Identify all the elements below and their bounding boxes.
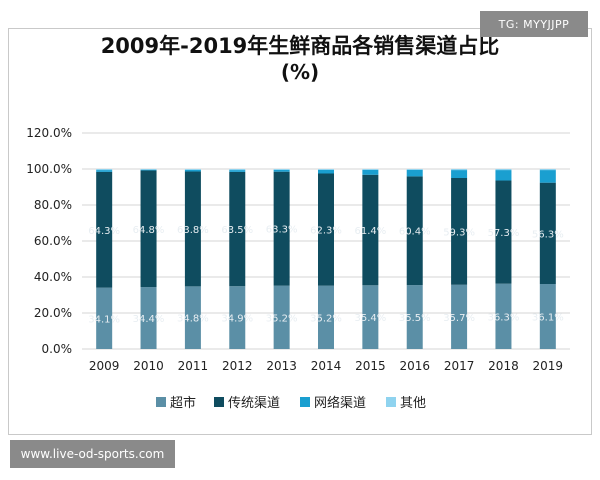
bar-segment-4 [362, 169, 379, 170]
bar-segment-4 [495, 169, 512, 171]
bar-segment-1 [451, 284, 468, 349]
bar-segment-3 [229, 170, 246, 172]
bar-segment-3 [140, 169, 157, 171]
legend-swatch [300, 397, 310, 407]
bar-segment-3 [451, 170, 468, 178]
bar-segment-2 [273, 171, 290, 286]
chart-subtitle: (%) [280, 60, 320, 84]
bar-segment-2 [96, 171, 113, 288]
bar-segment-3 [184, 169, 201, 172]
chart-title: 2009年-2019年生鲜商品各销售渠道占比 [100, 34, 500, 58]
data-label: 63.8% [177, 225, 209, 236]
bar-segment-4 [229, 169, 246, 171]
data-label: 36.1% [532, 313, 564, 324]
y-tick-label: 120.0% [26, 126, 72, 140]
data-label: 36.3% [488, 312, 520, 323]
data-label: 35.5% [399, 313, 431, 324]
legend-label: 网络渠道 [314, 395, 366, 411]
x-tick-label: 2016 [399, 359, 430, 373]
data-label: 35.2% [310, 313, 342, 324]
bar-segment-4 [184, 169, 201, 170]
data-label: 64.3% [88, 226, 120, 237]
bar-segment-3 [362, 169, 379, 175]
y-tick-label: 40.0% [34, 270, 72, 284]
data-label: 34.9% [221, 314, 253, 325]
bar-segment-2 [318, 173, 334, 286]
data-label: 35.2% [266, 313, 298, 324]
x-tick-label: 2019 [533, 359, 564, 373]
bar-segment-4 [318, 169, 334, 170]
legend-swatch [386, 397, 396, 407]
x-tick-label: 2009 [89, 359, 120, 373]
bar-segment-2 [229, 171, 246, 287]
y-tick-label: 60.0% [34, 234, 72, 248]
bar-segment-3 [495, 170, 512, 181]
data-label: 59.3% [443, 227, 475, 238]
data-label: 63.3% [266, 225, 298, 236]
bar-segment-2 [362, 174, 379, 286]
y-tick-label: 80.0% [34, 198, 72, 212]
bar-segment-2 [184, 171, 201, 287]
x-tick-label: 2011 [178, 359, 209, 373]
bar-segment-2 [140, 170, 157, 288]
data-label: 63.5% [221, 225, 253, 236]
bar-segment-4 [451, 169, 468, 171]
bar-segment-1 [96, 287, 113, 349]
bar-segment-1 [362, 285, 379, 349]
bar-segment-2 [495, 180, 512, 284]
bar-segment-1 [229, 286, 246, 349]
watermark-top: TG: MYYJJPP [480, 11, 588, 37]
data-label: 56.3% [532, 229, 564, 240]
bar-segment-2 [539, 182, 556, 285]
bar-segment-1 [539, 284, 556, 349]
bar-segment-2 [406, 176, 423, 286]
data-label: 35.7% [443, 313, 475, 324]
bar-segment-1 [495, 283, 512, 349]
data-label: 57.3% [488, 228, 520, 239]
y-tick-label: 0.0% [42, 342, 73, 356]
y-tick-label: 20.0% [34, 306, 72, 320]
bar-segment-3 [406, 169, 423, 177]
data-label: 34.4% [133, 314, 165, 325]
x-tick-label: 2017 [444, 359, 475, 373]
bar-segment-4 [273, 169, 290, 170]
bar-segment-2 [451, 178, 468, 285]
bar-segment-3 [96, 170, 113, 172]
legend-swatch [214, 397, 224, 407]
x-tick-label: 2010 [133, 359, 164, 373]
bar-segment-1 [406, 285, 423, 349]
bar-segment-3 [539, 170, 556, 183]
x-tick-label: 2012 [222, 359, 253, 373]
bar-segment-3 [273, 169, 290, 172]
bar-segment-1 [140, 287, 157, 349]
bar-segment-1 [273, 285, 290, 349]
data-label: 60.4% [399, 227, 431, 238]
legend-label: 超市 [170, 395, 196, 411]
data-label: 64.8% [133, 225, 165, 236]
data-label: 62.3% [310, 226, 342, 237]
data-label: 34.1% [88, 314, 120, 325]
bar-segment-1 [318, 285, 334, 349]
y-tick-label: 100.0% [26, 162, 72, 176]
watermark-bottom: www.live-od-sports.com [10, 440, 175, 468]
x-tick-label: 2013 [266, 359, 297, 373]
legend-swatch [156, 397, 166, 407]
bar-segment-1 [184, 286, 201, 349]
x-tick-label: 2018 [488, 359, 519, 373]
data-label: 35.4% [354, 313, 386, 324]
bar-segment-4 [406, 169, 423, 170]
x-tick-label: 2015 [355, 359, 386, 373]
bar-segment-4 [539, 169, 556, 171]
bar-segment-4 [140, 169, 157, 170]
bar-segment-4 [96, 169, 113, 171]
data-label: 61.4% [354, 226, 386, 237]
bar-segment-3 [318, 169, 334, 174]
data-label: 34.8% [177, 314, 209, 325]
legend-label: 传统渠道 [228, 396, 280, 411]
x-tick-label: 2014 [311, 359, 342, 373]
legend-label: 其他 [400, 396, 426, 411]
